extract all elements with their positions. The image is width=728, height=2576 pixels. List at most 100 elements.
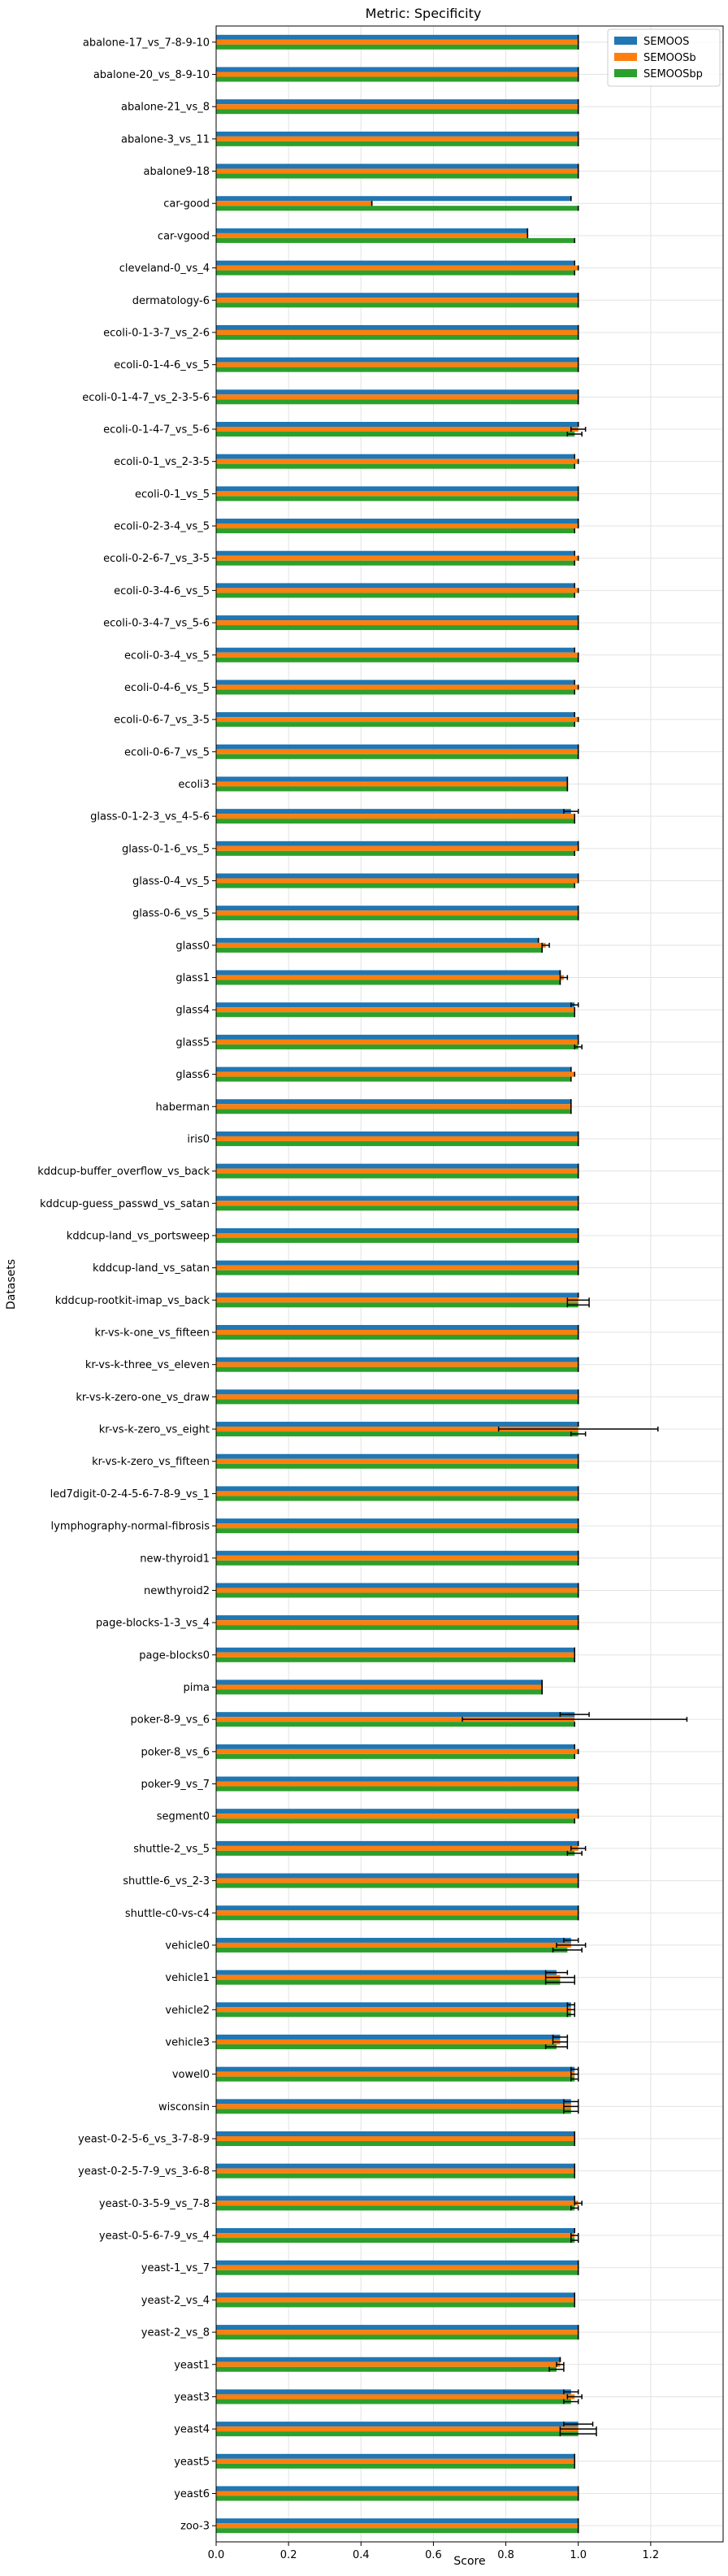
bar-semoosbp xyxy=(216,302,578,308)
category-label: pima xyxy=(184,1682,210,1694)
bar-semoosb xyxy=(216,1555,578,1561)
bar-semoosb xyxy=(216,394,578,400)
category-label: yeast6 xyxy=(174,2488,210,2500)
category-label: dermatology-6 xyxy=(132,295,210,307)
category-label: vowel0 xyxy=(172,2069,210,2081)
bar-semoos xyxy=(216,293,578,298)
y-axis-title: Datasets xyxy=(5,1259,18,1310)
bar-semoos xyxy=(216,519,578,524)
bar-semoosbp xyxy=(216,1044,578,1049)
bar-semoosbp xyxy=(216,1528,578,1534)
bar-semoos xyxy=(216,1809,578,1814)
bar-semoos xyxy=(216,1486,578,1492)
bar-semoos xyxy=(216,647,575,653)
bar-semoosbp xyxy=(216,431,575,437)
category-label: yeast-2_vs_8 xyxy=(141,2327,210,2339)
legend-label-semoos: SEMOOS xyxy=(644,36,689,48)
category-label: glass-0-4_vs_5 xyxy=(132,875,210,888)
legend-label-semoosb: SEMOOSb xyxy=(644,52,696,64)
category-label: new-thyroid1 xyxy=(140,1553,210,1565)
category-label: shuttle-6_vs_2-3 xyxy=(123,1875,210,1887)
bar-semoosb xyxy=(216,72,578,77)
bar-semoosbp xyxy=(216,237,575,243)
bar-semoos xyxy=(216,1970,557,1975)
bar-semoos xyxy=(216,2357,561,2362)
x-axis-title: Score xyxy=(453,2555,485,2568)
bar-semoosb xyxy=(216,2168,575,2174)
category-label: yeast5 xyxy=(174,2456,210,2468)
bar-semoosb xyxy=(216,1104,571,1110)
bar-semoosb xyxy=(216,362,578,367)
bar-semoos xyxy=(216,1422,578,1427)
bar-semoos xyxy=(216,2163,575,2169)
bar-semoosbp xyxy=(216,786,568,792)
bar-semoosbp xyxy=(216,1366,578,1372)
bar-semoosb xyxy=(216,136,578,141)
category-label: ecoli-0-1-4-7_vs_5-6 xyxy=(103,424,210,436)
bar-semoosbp xyxy=(216,2528,578,2534)
bar-semoosbp xyxy=(216,173,578,179)
bar-semoosbp xyxy=(216,1496,578,1501)
bar-semoosb xyxy=(216,942,546,948)
bar-semoosbp xyxy=(216,593,575,598)
bar-semoos xyxy=(216,2518,578,2524)
bar-semoosb xyxy=(216,652,578,658)
bar-semoos xyxy=(216,906,578,911)
bar-semoos xyxy=(216,583,575,589)
bar-semoosb xyxy=(216,1427,578,1432)
bar-semoosb xyxy=(216,1136,578,1141)
bar-semoos xyxy=(216,1227,578,1233)
bar-semoosb xyxy=(216,1071,575,1077)
category-label: glass1 xyxy=(176,972,210,984)
bar-semoosb xyxy=(216,1265,578,1271)
bar-semoosbp xyxy=(216,2076,575,2082)
bar-semoosb xyxy=(216,2458,575,2464)
bar-semoosb xyxy=(216,684,578,690)
bar-semoos xyxy=(216,680,575,685)
bar-semoosb xyxy=(216,620,578,626)
bar-semoosb xyxy=(216,1781,578,1787)
x-tick-label: 0.4 xyxy=(353,2549,370,2561)
bar-semoosbp xyxy=(216,44,578,50)
bar-semoos xyxy=(216,712,575,718)
category-label: yeast1 xyxy=(174,2359,210,2371)
bar-semoosbp xyxy=(216,1592,578,1598)
bar-semoos xyxy=(216,324,578,330)
bar-semoosb xyxy=(216,1523,578,1529)
bar-semoosb xyxy=(216,232,528,238)
bar-semoosbp xyxy=(216,754,578,759)
category-label: ecoli-0-6-7_vs_3-5 xyxy=(114,715,210,727)
bar-semoosb xyxy=(216,845,578,851)
bar-semoosbp xyxy=(216,76,578,82)
bar-semoos xyxy=(216,2389,571,2395)
bar-semoosb xyxy=(216,2297,575,2303)
category-label: kddcup-rootkit-imap_vs_back xyxy=(55,1295,210,1307)
bar-semoosbp xyxy=(216,206,578,211)
bar-semoos xyxy=(216,260,575,266)
bar-semoos xyxy=(216,1550,578,1556)
category-label: abalone-3_vs_11 xyxy=(121,133,210,146)
bar-semoosb xyxy=(216,2233,575,2239)
bar-semoosb xyxy=(216,298,578,303)
category-label: vehicle0 xyxy=(165,1940,210,1952)
bar-semoosbp xyxy=(216,2238,575,2244)
bar-semoosbp xyxy=(216,1431,578,1437)
bar-semoos xyxy=(216,357,578,363)
category-label: ecoli-0-2-6-7_vs_3-5 xyxy=(103,553,210,565)
bar-semoosbp xyxy=(216,1012,575,1018)
category-label: kddcup-land_vs_satan xyxy=(93,1262,210,1275)
bar-semoosbp xyxy=(216,1463,578,1469)
bar-semoosb xyxy=(216,39,578,45)
category-label: ecoli-0-1-4-7_vs_2-3-5-6 xyxy=(82,392,210,404)
bar-semoosb xyxy=(216,1007,575,1013)
category-label: shuttle-2_vs_5 xyxy=(133,1843,210,1855)
category-label: newthyroid2 xyxy=(144,1585,210,1597)
bar-semoosbp xyxy=(216,528,575,534)
category-label: glass4 xyxy=(176,1005,210,1017)
bar-semoosbp xyxy=(216,1753,575,1759)
x-tick-label: 0.0 xyxy=(208,2549,225,2561)
bar-semoosb xyxy=(216,1491,578,1497)
category-label: kr-vs-k-three_vs_eleven xyxy=(85,1359,210,1371)
